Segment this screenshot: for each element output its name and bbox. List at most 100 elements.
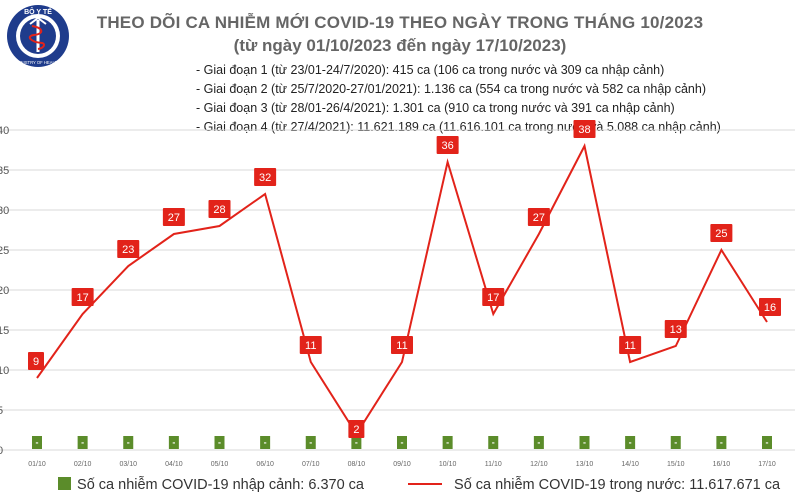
data-label-box	[482, 288, 505, 306]
bar-marker	[397, 436, 407, 449]
domestic-cases-line	[36, 143, 768, 436]
data-label-text: 2	[353, 424, 359, 436]
bar-value-label: -	[401, 438, 404, 448]
data-label-text: 36	[442, 140, 454, 152]
data-label-box	[28, 352, 44, 370]
bar-marker	[579, 436, 590, 449]
y-tick-label: 35	[0, 165, 9, 177]
data-label-text: 23	[122, 244, 134, 256]
data-label-text: 17	[77, 292, 89, 304]
bar-value-label: -	[81, 438, 84, 448]
bar-marker	[351, 436, 362, 449]
data-label-text: 11	[305, 340, 316, 352]
bar-value-label: -	[629, 438, 632, 448]
data-label-text: 28	[213, 204, 225, 216]
data-label-box	[436, 136, 459, 154]
data-label-box	[710, 224, 733, 242]
y-tick-label: 25	[0, 245, 9, 257]
bar-value-label: -	[674, 438, 677, 448]
y-tick-label: 20	[0, 285, 9, 297]
data-label-box	[619, 336, 642, 354]
y-tick-label: 15	[0, 325, 9, 337]
data-label-box	[71, 288, 94, 306]
legend-line-swatch	[408, 483, 442, 485]
data-label-box	[348, 420, 365, 438]
bar-marker	[77, 436, 88, 449]
data-label-box	[573, 120, 596, 138]
x-axis-ticks: 01/10 02/10 03/10 04/10 05/10 06/10 07/10 08/10…	[28, 461, 776, 468]
x-tick-label: 01/10	[28, 461, 46, 468]
logo-sub-text: MINISTRY OF HEALTH	[16, 60, 60, 65]
x-tick-label: 02/10	[74, 461, 92, 468]
x-tick-label: 12/10	[530, 461, 548, 468]
note-period-2: - Giai đoạn 2 (từ 25/7/2020-27/01/2021):…	[196, 82, 706, 96]
data-label-text: 11	[396, 340, 407, 352]
data-label-text: 25	[715, 228, 727, 240]
bar-value-label: -	[218, 438, 221, 448]
bar-value-label: -	[583, 438, 586, 448]
y-tick-label: 30	[0, 205, 9, 217]
data-label-box	[759, 298, 781, 316]
logo-wings	[29, 16, 47, 25]
x-tick-label: 14/10	[621, 461, 639, 468]
bar-marker	[168, 436, 179, 449]
bar-marker	[533, 436, 544, 449]
data-label-text: 27	[168, 212, 180, 224]
data-label-text: 9	[33, 356, 39, 368]
bar-value-label: -	[264, 438, 267, 448]
gridlines	[0, 129, 795, 451]
x-tick-label: 10/10	[439, 461, 457, 468]
x-tick-label: 16/10	[713, 461, 731, 468]
legend-bar-swatch	[58, 477, 71, 490]
bar-value-label: -	[766, 438, 769, 448]
x-tick-label: 05/10	[211, 461, 229, 468]
data-label-box	[254, 168, 277, 186]
x-tick-label: 07/10	[302, 461, 320, 468]
y-tick-label: 0	[0, 445, 3, 457]
legend-line-item: Số ca nhiễm COVID-19 trong nước: 11.617.…	[408, 477, 780, 493]
bar-marker	[670, 436, 681, 449]
x-tick-label: 03/10	[119, 461, 137, 468]
data-label-box	[664, 320, 687, 338]
note-period-3: - Giai đoạn 3 (từ 28/01-26/4/2021): 1.30…	[196, 101, 675, 115]
bar-value-label: -	[355, 438, 358, 448]
line-series	[36, 143, 768, 436]
x-tick-label: 04/10	[165, 461, 183, 468]
x-tick-label: 17/10	[758, 461, 776, 468]
y-tick-label: 10	[0, 365, 9, 377]
y-tick-label: 40	[0, 125, 9, 137]
x-tick-label: 06/10	[256, 461, 274, 468]
legend-bar-item: Số ca nhiễm COVID-19 nhập cảnh: 6.370 ca	[58, 477, 364, 493]
chart-subtitle: (từ ngày 01/10/2023 đến ngày 17/10/2023)	[233, 36, 567, 55]
data-labels: 9 17 23 27 28 32 11 2 11 36 17 27 38 11 13 25 16	[28, 120, 781, 438]
logo-staff	[36, 20, 40, 52]
bar-series: -----------------	[32, 436, 772, 449]
chart-title: THEO DÕI CA NHIỄM MỚI COVID-19 THEO NGÀY…	[96, 13, 704, 32]
y-tick-label: 5	[0, 405, 3, 417]
bar-marker	[123, 436, 134, 449]
data-label-text: 38	[578, 124, 590, 136]
logo-text: BỘ Y TẾ	[24, 6, 52, 16]
ministry-logo: BỘ Y TẾ MINISTRY OF HEALTH	[7, 5, 69, 67]
bar-marker	[260, 436, 271, 449]
legend-bar-label: Số ca nhiễm COVID-19 nhập cảnh: 6.370 ca	[77, 477, 364, 493]
data-label-text: 16	[764, 302, 776, 314]
bar-marker	[762, 436, 772, 449]
bar-value-label: -	[720, 438, 723, 448]
y-axis-ticks: 0 5 10 15 20 25 30 35 40	[0, 125, 9, 457]
data-label-box	[117, 240, 140, 258]
data-label-text: 27	[533, 212, 545, 224]
data-label-box	[391, 336, 413, 354]
data-label-box	[299, 336, 322, 354]
data-label-text: 17	[487, 292, 499, 304]
data-label-text: 32	[259, 172, 271, 184]
data-label-box	[208, 200, 231, 218]
bar-value-label: -	[537, 438, 540, 448]
bar-marker	[442, 436, 453, 449]
bar-value-label: -	[172, 438, 175, 448]
bar-value-label: -	[309, 438, 312, 448]
data-label-box	[527, 208, 550, 226]
data-label-text: 13	[670, 324, 682, 336]
x-tick-label: 15/10	[667, 461, 685, 468]
data-label-box	[162, 208, 185, 226]
